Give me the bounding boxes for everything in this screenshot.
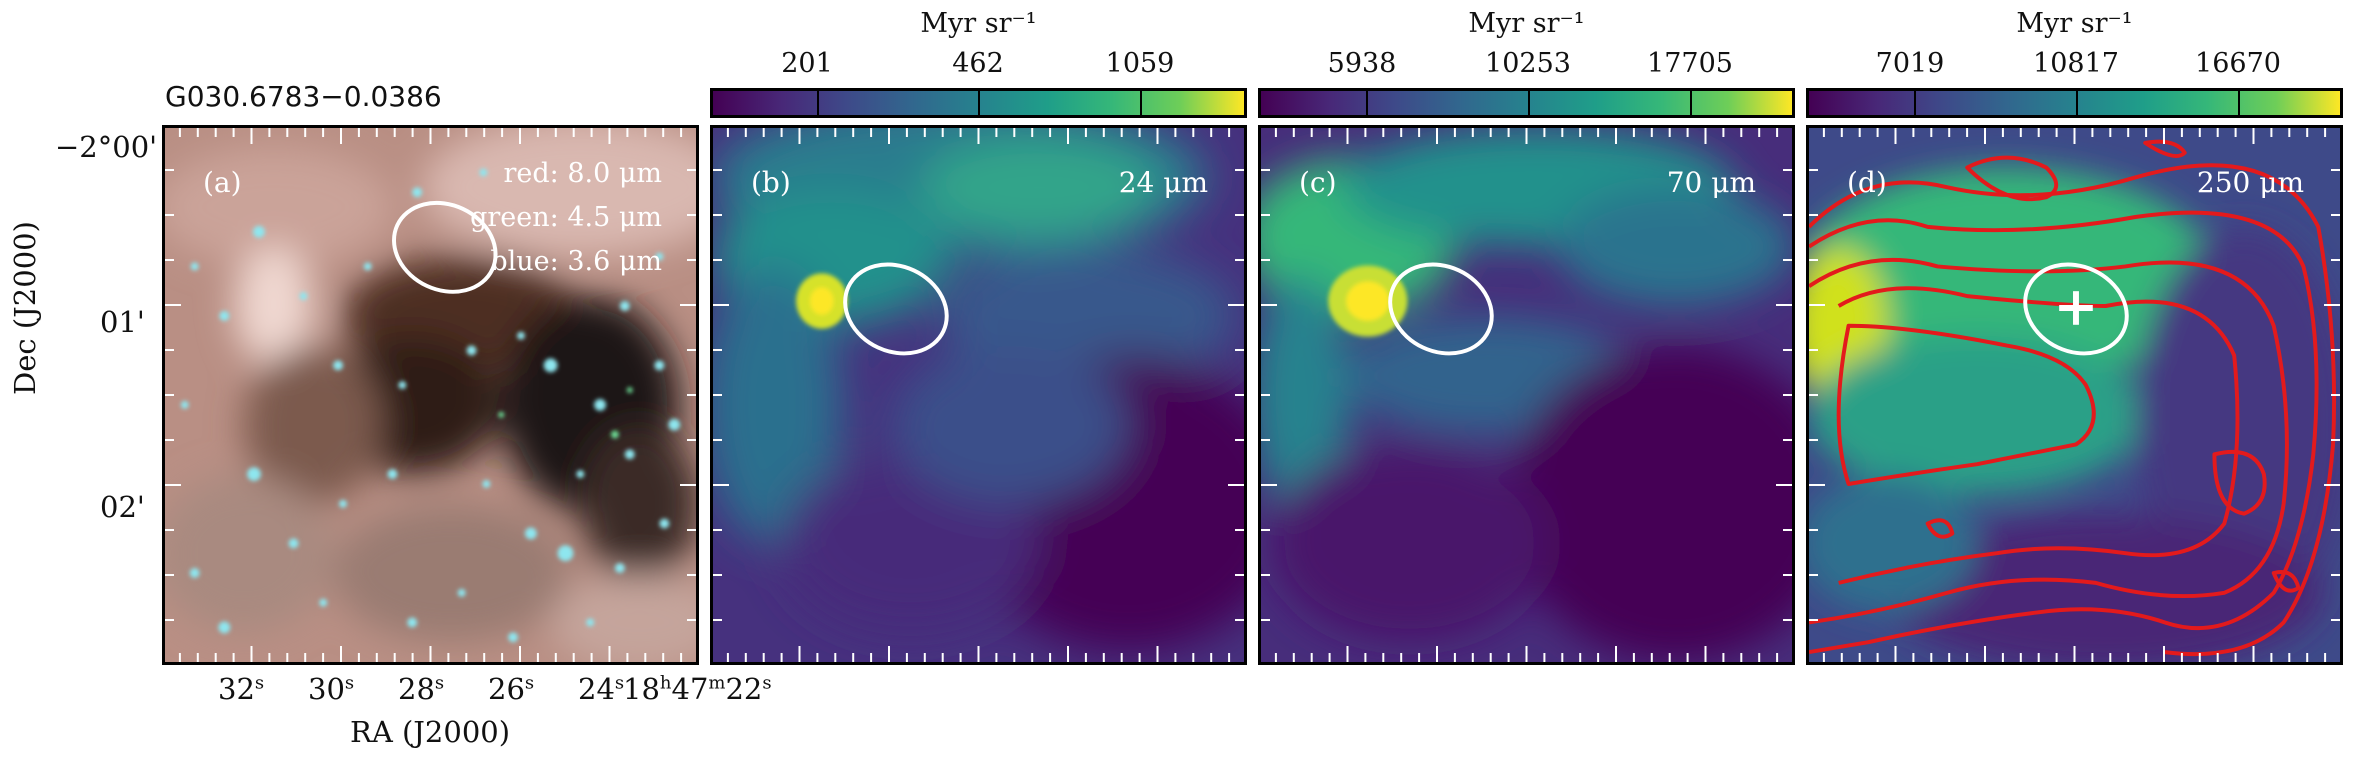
colorbar-b-tick: 462 [952,48,1004,79]
colorbar-c-tick: 5938 [1327,48,1397,79]
peak-cross-icon [2059,291,2093,325]
panel-label: (b) [751,166,791,199]
dec-tick-label: 01' [100,305,145,339]
panel-c-70um-map: (c) 70 μm [1258,125,1795,665]
panel-a-rgb-image: (a) red: 8.0 μm green: 4.5 μm blue: 3.6 … [162,125,699,665]
colorbar-d-tick: 7019 [1875,48,1945,79]
colorbar-tickmark [1690,88,1692,118]
colorbar-b-tick: 201 [781,48,833,79]
colorbar-d [1806,88,2343,118]
colorbar-c-tick: 17705 [1647,48,1733,79]
dec-tick-label: 02' [100,490,145,524]
panel-d-250um-map: (d) 250 μm [1806,125,2343,665]
ra-tick-label: 28s [398,672,445,706]
panel-label: (d) [1847,166,1887,199]
colorbar-tickmark [1366,88,1368,118]
contour-lines [1809,139,2337,657]
colorbar-tickmark [1914,88,1916,118]
colorbar-d-tick: 10817 [2033,48,2119,79]
panel-label: (a) [203,166,242,199]
channel-green: green: 4.5 μm [470,202,662,233]
dec-tick-label: −2°00' [55,130,158,164]
source-ellipse [2023,262,2129,356]
ra-tick-label: 26s [488,672,535,706]
colorbar-tickmark [2076,88,2078,118]
colorbar-b-unit: Myr sr⁻¹ [920,8,1037,39]
colorbar-tickmark [1528,88,1530,118]
ra-origin-label: 18h47m22s [623,672,772,706]
ra-tick-label: 24s [578,672,625,706]
source-ellipse [843,262,949,356]
colorbar-c-tick: 10253 [1485,48,1571,79]
source-name: G030.6783−0.0386 [165,80,442,113]
wavelength-label: 24 μm [1118,166,1208,199]
colorbar-tickmark [2238,88,2240,118]
x-axis-label: RA (J2000) [350,715,511,749]
source-ellipse [392,200,498,294]
wavelength-label: 70 μm [1666,166,1756,199]
y-axis-label: Dec (J2000) [8,221,42,395]
colorbar-tickmark [817,88,819,118]
panel-b-24um-map: (b) 24 μm [710,125,1247,665]
colorbar-c [1258,88,1795,118]
colorbar-d-tick: 16670 [2195,48,2281,79]
channel-red: red: 8.0 μm [503,158,662,189]
channel-blue: blue: 3.6 μm [490,246,662,277]
colorbar-b-tick: 1059 [1105,48,1175,79]
colorbar-d-unit: Myr sr⁻¹ [2016,8,2133,39]
panel-label: (c) [1299,166,1337,199]
colorbar-c-unit: Myr sr⁻¹ [1468,8,1585,39]
ra-tick-label: 30s [308,672,355,706]
colorbar-tickmark [1140,88,1142,118]
wavelength-label: 250 μm [2196,166,2304,199]
source-ellipse [1388,262,1494,356]
rgb-channel-list: red: 8.0 μm green: 4.5 μm blue: 3.6 μm [470,152,662,284]
colorbar-tickmark [978,88,980,118]
ra-tick-label: 32s [218,672,265,706]
